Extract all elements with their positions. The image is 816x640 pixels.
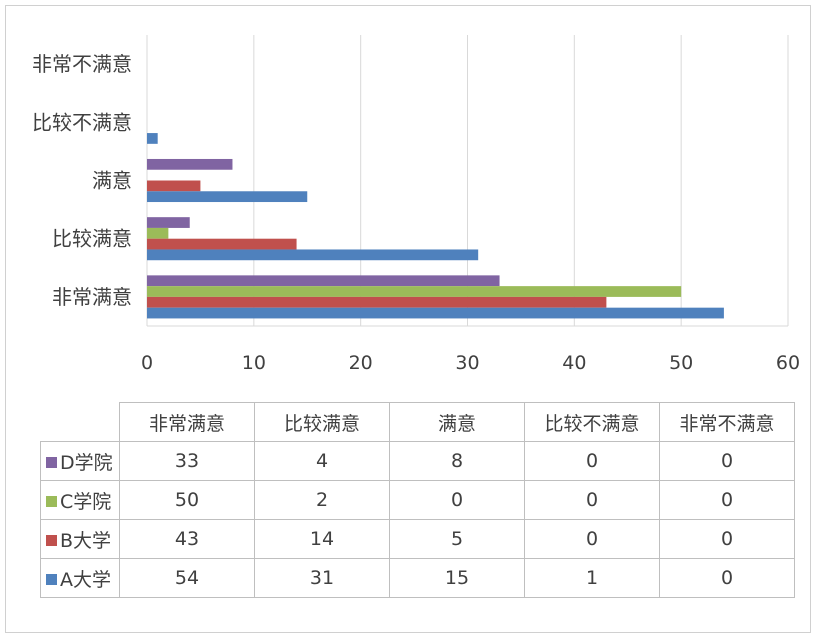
table-cell: 15	[389, 558, 525, 598]
table-column-header: 比较不满意	[524, 402, 660, 442]
bar	[147, 275, 500, 287]
x-tick-label: 0	[141, 352, 153, 374]
table-column-header: 非常不满意	[659, 402, 795, 442]
table-row-header: A大学	[40, 558, 120, 598]
data-table-body: D学院 33 4 8 0 0 C学院 50 2 0 0 0 B大学 43 14 5 0 0 A大学 54 31 15 1 0	[40, 441, 795, 598]
x-tick-label: 50	[669, 352, 693, 374]
legend-swatch	[46, 495, 57, 507]
legend-swatch	[46, 534, 57, 546]
data-table: 非常满意 比较满意 满意 比较不满意 非常不满意 D学院 33 4 8 0 0 C学院 50 2 0 0 0 B…	[40, 402, 795, 598]
legend-swatch	[46, 456, 57, 468]
chart-frame	[5, 5, 811, 633]
category-label: 比较满意	[52, 227, 132, 251]
table-row-header: B大学	[40, 519, 120, 559]
category-label: 比较不满意	[32, 110, 132, 134]
table-row: C学院 50 2 0 0 0	[40, 480, 795, 520]
category-label: 非常不满意	[32, 52, 132, 76]
bar	[147, 286, 682, 297]
table-row-header: C学院	[40, 480, 120, 520]
table-row: D学院 33 4 8 0 0	[40, 441, 795, 481]
data-table-header: 非常满意 比较满意 满意 比较不满意 非常不满意	[40, 402, 795, 442]
table-column-header: 非常满意	[119, 402, 255, 442]
table-cell: 1	[524, 558, 660, 598]
table-cell: 0	[389, 480, 525, 520]
data-table-corner	[40, 402, 120, 442]
table-column-header: 比较满意	[254, 402, 390, 442]
series-name: A大学	[60, 568, 111, 591]
x-tick-label: 60	[776, 352, 800, 374]
bar	[147, 307, 724, 319]
table-row: A大学 54 31 15 1 0	[40, 558, 795, 598]
bar	[147, 217, 190, 228]
table-cell: 4	[254, 441, 390, 481]
x-tick-label: 40	[562, 352, 586, 374]
series-name: C学院	[60, 490, 112, 513]
bar-chart: 非常满意 比较满意 满意 比较不满意 非常不满意 0 10 20 30 40 50 60	[32, 35, 800, 374]
category-label: 满意	[92, 169, 132, 193]
table-column-header: 满意	[389, 402, 525, 442]
table-cell: 31	[254, 558, 390, 598]
table-cell: 14	[254, 519, 390, 559]
table-cell: 0	[659, 441, 795, 481]
series-name: D学院	[60, 451, 113, 474]
bar	[147, 133, 158, 144]
bar	[147, 227, 169, 239]
bar	[147, 158, 233, 170]
table-cell: 0	[659, 480, 795, 520]
x-tick-label: 10	[242, 352, 266, 374]
table-cell: 8	[389, 441, 525, 481]
category-label: 非常满意	[52, 285, 132, 309]
table-cell: 43	[119, 519, 255, 559]
table-cell: 0	[524, 519, 660, 559]
table-cell: 5	[389, 519, 525, 559]
x-tick-labels: 0 10 20 30 40 50 60	[141, 352, 800, 374]
legend-swatch	[46, 573, 57, 585]
bar	[147, 191, 308, 203]
bar	[147, 296, 607, 308]
table-cell: 33	[119, 441, 255, 481]
category-labels: 非常满意 比较满意 满意 比较不满意 非常不满意	[32, 52, 132, 309]
bar	[147, 180, 201, 192]
table-row-header: D学院	[40, 441, 120, 481]
x-tick-label: 20	[349, 352, 373, 374]
table-cell: 0	[524, 480, 660, 520]
x-tick-label: 30	[455, 352, 479, 374]
table-cell: 0	[659, 558, 795, 598]
table-cell: 0	[659, 519, 795, 559]
series-name: B大学	[60, 529, 112, 552]
table-row: B大学 43 14 5 0 0	[40, 519, 795, 559]
bar	[147, 238, 297, 250]
table-cell: 50	[119, 480, 255, 520]
table-cell: 2	[254, 480, 390, 520]
table-cell: 0	[524, 441, 660, 481]
bar	[147, 249, 479, 261]
bars	[147, 133, 724, 319]
table-cell: 54	[119, 558, 255, 598]
